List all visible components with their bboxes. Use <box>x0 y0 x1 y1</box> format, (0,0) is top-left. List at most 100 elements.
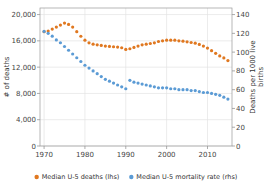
tick-label: 100 <box>236 49 249 57</box>
point <box>145 83 148 86</box>
tick <box>232 127 235 128</box>
point <box>190 89 193 92</box>
legend: Median U-5 deaths (lhs) Median U-5 mortal… <box>34 173 237 181</box>
point <box>116 46 119 49</box>
chart: 1970198019902000201004,0008,00012,00016,… <box>0 0 272 185</box>
plot-frame <box>40 8 232 146</box>
tick <box>232 70 235 71</box>
point <box>124 87 127 90</box>
point <box>136 82 139 85</box>
point <box>198 90 201 93</box>
grid-line <box>84 8 85 146</box>
point <box>210 49 213 52</box>
point <box>165 86 168 89</box>
point <box>132 81 135 84</box>
point <box>132 46 135 49</box>
point <box>83 64 86 67</box>
point <box>194 42 197 45</box>
point <box>157 86 160 89</box>
point <box>141 43 144 46</box>
grid-line <box>40 14 232 15</box>
axis-label-line: Deaths per 1000 live <box>249 40 257 113</box>
tick-label: 16,000 <box>12 37 37 45</box>
point <box>100 75 103 78</box>
point <box>71 52 74 55</box>
point <box>47 32 50 35</box>
point <box>149 84 152 87</box>
point <box>108 80 111 83</box>
point <box>161 86 164 89</box>
tick-label: 2010 <box>199 151 217 159</box>
grid <box>40 8 232 146</box>
tick-label: 1980 <box>76 151 94 159</box>
axis-label-line: births <box>257 67 265 87</box>
legend-label: Median U-5 mortality rate (rhs) <box>136 173 237 181</box>
legend-label: Median U-5 deaths (lhs) <box>42 173 120 181</box>
point <box>165 39 168 42</box>
point <box>104 78 107 81</box>
point <box>226 97 229 100</box>
tick-label: 20 <box>236 124 245 132</box>
point <box>177 39 180 42</box>
tick-label: 80 <box>236 67 245 75</box>
tick <box>37 14 40 15</box>
point <box>222 96 225 99</box>
point <box>63 45 66 48</box>
legend-marker <box>129 175 133 179</box>
tick <box>232 146 235 147</box>
tick <box>37 67 40 68</box>
point <box>206 91 209 94</box>
axis-label: # of deaths <box>3 56 11 97</box>
point <box>157 40 160 43</box>
point <box>51 27 54 30</box>
point <box>206 46 209 49</box>
point <box>210 92 213 95</box>
tick <box>232 89 235 90</box>
legend-marker <box>34 175 38 179</box>
tick <box>232 33 235 34</box>
grid-line <box>166 8 167 146</box>
tick <box>84 146 85 149</box>
point <box>218 94 221 97</box>
point <box>87 66 90 69</box>
axes: 1970198019902000201004,0008,00012,00016,… <box>12 8 250 159</box>
point <box>128 79 131 82</box>
tick <box>125 146 126 149</box>
point <box>226 59 229 62</box>
tick-label: 0 <box>32 143 36 151</box>
point <box>116 83 119 86</box>
point <box>108 45 111 48</box>
marks <box>42 22 229 101</box>
point <box>136 45 139 48</box>
tick-label: 40 <box>236 105 245 113</box>
grid-line <box>207 8 208 146</box>
point <box>63 22 66 25</box>
grid-line <box>40 119 232 120</box>
point <box>55 25 58 28</box>
tick <box>232 14 235 15</box>
point <box>96 72 99 75</box>
point <box>120 85 123 88</box>
point <box>181 40 184 43</box>
tick <box>44 146 45 149</box>
tick-label: 140 <box>236 11 249 19</box>
point <box>214 52 217 55</box>
point <box>222 56 225 59</box>
point <box>153 85 156 88</box>
point <box>141 82 144 85</box>
point <box>112 45 115 48</box>
point <box>92 69 95 72</box>
point <box>181 88 184 91</box>
tick <box>207 146 208 149</box>
tick-label: 8,000 <box>16 90 36 98</box>
point <box>42 30 45 33</box>
tick <box>232 108 235 109</box>
grid-line <box>40 40 232 41</box>
point <box>153 41 156 44</box>
tick <box>37 40 40 41</box>
tick <box>37 93 40 94</box>
series <box>42 22 229 63</box>
point <box>185 40 188 43</box>
point <box>202 45 205 48</box>
tick <box>37 119 40 120</box>
